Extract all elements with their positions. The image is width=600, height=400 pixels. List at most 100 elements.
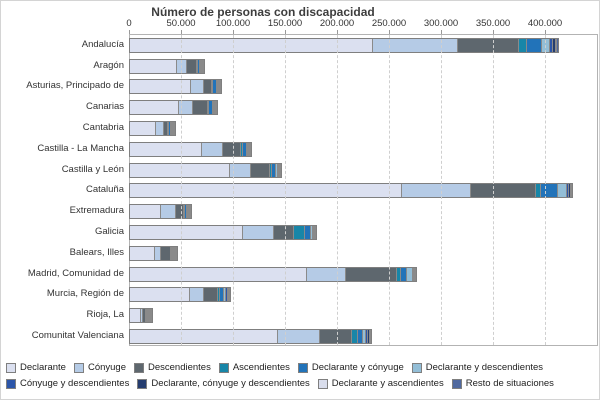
bar-segment [413,267,415,281]
bar-segment [456,38,519,52]
bar-segment [130,122,156,136]
legend-swatch [6,378,16,389]
bar-segment [146,309,148,323]
bar-segment [414,267,416,281]
bar-segment [556,38,558,52]
bar-segment [130,309,140,323]
bar-segment [185,205,187,219]
stacked-bar [129,100,219,116]
bar-segment [182,205,184,219]
bar-segment [130,330,277,344]
bar-segment [170,246,172,260]
x-tick-label: 250.000 [371,18,407,29]
bar-segment [167,122,168,136]
bar-segment [130,80,191,94]
bar-segment [216,101,218,115]
bar-segment [219,80,221,94]
stacked-bar [129,204,192,220]
stacked-bar [129,37,559,53]
bar-segment [250,163,269,177]
bar-segment [568,184,570,198]
bar-segment [365,330,368,344]
bar-segment [223,288,225,302]
bar-segment [229,163,251,177]
bar-segment [130,226,242,240]
bar-segment [160,205,175,219]
bar-segment [226,288,229,302]
bar-segment [160,246,170,260]
bar-row [129,97,597,118]
bar-segment [162,122,167,136]
legend-label: Declarante y ascendientes [331,378,444,389]
bar-segment [247,142,249,156]
legend-item: Declarante y descendientes [411,362,544,373]
bar-row [129,56,597,77]
bar-segment [202,288,218,302]
legend-item: Cónyuge y descendientes [6,378,129,389]
bar-segment [217,80,219,94]
stacked-bar [129,183,573,199]
stacked-bar [129,245,178,261]
bar-segment [130,184,402,198]
bar-segment [203,59,205,73]
bar-segment [201,142,223,156]
bar-segment [130,163,230,177]
category-label: Castilla - La Mancha [37,142,124,154]
x-tick-label: 200.000 [319,18,355,29]
category-label: Balears, Illes [69,246,124,258]
legend-label: Declarante, cónyuge y descendientes [151,378,310,389]
legend-label: Resto de situaciones [465,378,554,389]
bar-segment [173,246,175,260]
legend-swatch [218,362,229,373]
bar-segment [396,267,401,281]
bar-segment [130,246,155,260]
y-axis-category-labels: Andalucía Aragón Asturias, Principado de Ca… [1,34,124,346]
bar-segment [557,184,566,198]
bar-segment [148,309,150,323]
gridline [389,35,390,345]
bar-segment [406,267,412,281]
bar-segment [212,80,216,94]
category-label: Galicia [94,226,124,238]
x-tick-label: 350.000 [475,18,511,29]
stacked-bar [129,58,206,74]
legend-label: Declarante y descendientes [425,362,544,373]
bar-segment [197,59,200,73]
bar-segment [228,288,230,302]
bar-segment [311,226,313,240]
bar-segment [306,267,346,281]
bar-segment [540,38,550,52]
bar-segment [173,122,175,136]
bar-segment [147,309,149,323]
legend-swatch [411,362,422,373]
bar-segment [218,80,220,94]
bar-segment [279,163,281,177]
bar-row [129,118,597,139]
bar-segment [250,142,252,156]
bar-row [129,264,597,285]
chart-title: Número de personas con discapacidad [151,5,375,19]
legend-item: Declarante y cónyuge [297,362,404,373]
bar-segment [130,288,189,302]
bar-segment [554,38,557,52]
legend-item: Descendientes [133,362,211,373]
bar-segment [229,288,231,302]
bar-segment [130,205,161,219]
bar-segment [130,101,178,115]
legend-swatch [317,378,328,389]
bar-segment [278,163,280,177]
bar-segment [270,163,276,177]
bar-segment [222,142,241,156]
bar-segment [188,288,203,302]
x-tick-mark [181,30,182,34]
bar-segment [130,59,177,73]
bar-segment [539,184,558,198]
bar-segment [201,59,203,73]
category-label: Andalucía [81,38,124,50]
bar-segment [145,309,147,323]
bar-segment [314,226,316,240]
bar-segment [367,330,369,344]
bar-segment [170,122,172,136]
x-tick-label: 0 [126,18,132,29]
gridline [493,35,494,345]
